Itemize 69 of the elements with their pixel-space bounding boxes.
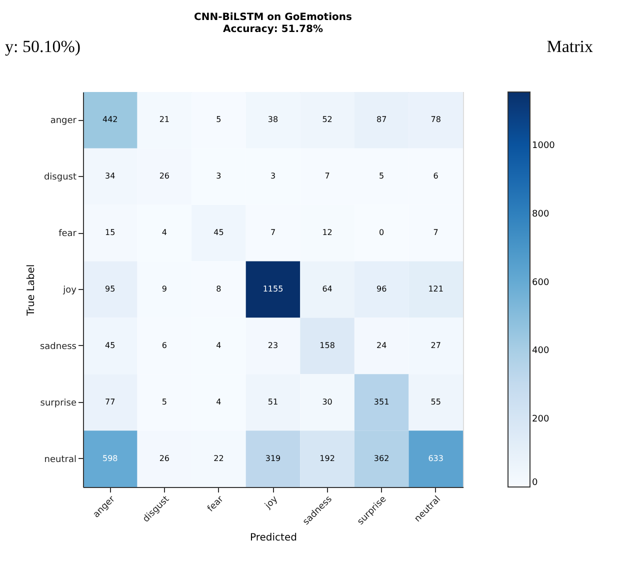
- data-label: 45: [214, 228, 224, 238]
- data-label: 15: [105, 228, 116, 238]
- data-label: 77: [105, 397, 116, 406]
- data-label: 78: [430, 115, 441, 124]
- data-label: 4: [216, 340, 222, 350]
- data-label: 158: [320, 340, 335, 350]
- y-axis-title: True Label: [26, 264, 37, 317]
- data-label: 362: [374, 454, 390, 463]
- color-bar-label: 400: [532, 346, 550, 356]
- data-label: 1155: [262, 284, 284, 294]
- x-tick-label: joy: [262, 494, 281, 512]
- data-label: 27: [430, 340, 441, 350]
- data-label: 192: [320, 454, 335, 463]
- x-axis-title: Predicted: [250, 532, 297, 544]
- data-label: 8: [216, 284, 222, 294]
- data-label: 64: [322, 284, 332, 294]
- data-label: 598: [102, 454, 118, 463]
- data-label: 87: [376, 115, 387, 124]
- y-tick-label: neutral: [44, 454, 76, 465]
- data-label: 51: [268, 397, 278, 406]
- text: Matrix: [546, 37, 594, 56]
- color-bar-label: 600: [532, 278, 550, 288]
- data-label: 5: [162, 397, 167, 406]
- color-bar-label: 0: [532, 478, 538, 488]
- data-label: 22: [214, 454, 224, 463]
- data-label: 9: [162, 284, 167, 294]
- data-label: 633: [428, 454, 444, 463]
- color-bar-label: 1000: [532, 141, 556, 152]
- data-label: 26: [159, 454, 170, 463]
- data-label: 351: [374, 397, 390, 406]
- y-tick-label: disgust: [44, 172, 77, 183]
- data-label: 0: [379, 228, 384, 238]
- data-label: 45: [105, 340, 116, 350]
- data-label: 3: [216, 172, 222, 181]
- color-bar-label: 200: [532, 414, 550, 425]
- data-label: 7: [324, 172, 330, 181]
- data-label: 34: [105, 172, 116, 181]
- data-label: 12: [322, 228, 332, 238]
- y-tick-label: fear: [58, 229, 77, 240]
- data-label: 96: [376, 284, 387, 294]
- data-label: 5: [379, 172, 384, 181]
- text: y: 50.10%): [5, 37, 81, 56]
- data-label: 5: [216, 115, 222, 124]
- color-bar-label: 800: [532, 209, 550, 220]
- data-label: 95: [105, 284, 116, 294]
- y-tick-label: sadness: [40, 342, 77, 352]
- data-label: 24: [376, 340, 387, 350]
- data-label: 6: [433, 172, 438, 181]
- data-label: 38: [268, 115, 278, 124]
- data-label: 7: [270, 228, 276, 238]
- data-label: 121: [428, 284, 444, 294]
- y-tick-label: anger: [50, 116, 77, 126]
- data-label: 6: [162, 340, 167, 350]
- data-label: 3: [270, 172, 276, 181]
- data-label: 7: [433, 228, 438, 238]
- data-label: 442: [102, 115, 118, 124]
- y-tick-label: surprise: [40, 398, 77, 408]
- data-label: 30: [322, 397, 332, 406]
- y-tick-label: joy: [62, 286, 78, 296]
- data-label: 319: [265, 454, 281, 463]
- data-label: 55: [430, 397, 441, 406]
- data-label: 23: [268, 340, 278, 350]
- data-label: 4: [216, 397, 222, 406]
- data-label: 52: [322, 115, 332, 124]
- text: CNN-BiLSTM on GoEmotions: [194, 12, 352, 23]
- text: Accuracy: 51.78%: [223, 24, 323, 35]
- data-label: 21: [159, 115, 170, 124]
- data-label: 4: [162, 228, 167, 238]
- data-label: 26: [159, 172, 170, 181]
